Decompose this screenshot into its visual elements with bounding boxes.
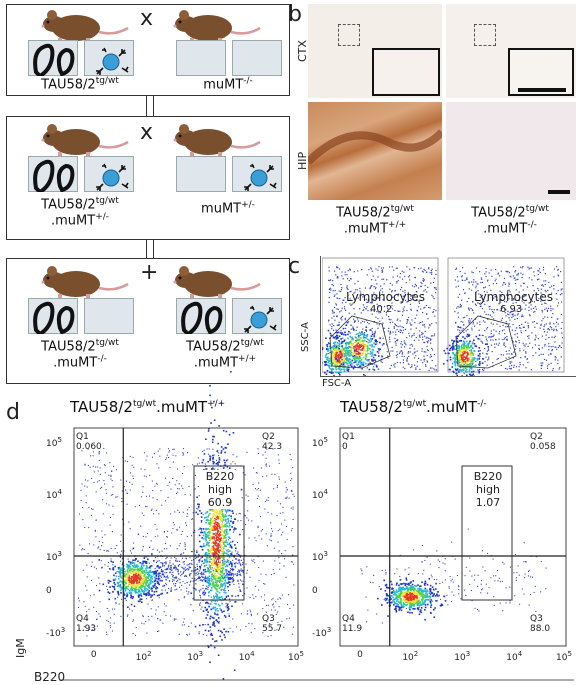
cross-operator: x xyxy=(140,120,154,145)
column-label: TAU58/2tg/wt .muMT-/- xyxy=(471,204,549,237)
panel-c-label: c xyxy=(288,254,301,279)
gate-label: Lymphocytes xyxy=(346,290,425,304)
axis-tick-label: -103 xyxy=(46,626,66,639)
ylabel-igm: IgM xyxy=(14,638,27,658)
axis-tick-label: 105 xyxy=(288,650,304,663)
q3-label: Q3 88.0 xyxy=(530,614,551,634)
axis-tick-label: -103 xyxy=(312,626,332,639)
genotype-label: TAU58/2tg/wt .muMT+/- xyxy=(41,196,119,229)
gate-label: B220 high 1.07 xyxy=(473,470,503,509)
genotype-label: TAU58/2tg/wt .muMT-/- xyxy=(41,338,119,371)
panel-d-label: d xyxy=(6,400,20,425)
axis-tick-label: 104 xyxy=(506,650,523,663)
axis-tick-label: 104 xyxy=(46,488,62,501)
micrograph-hip-wt xyxy=(308,102,442,200)
axis-tick-label: 103 xyxy=(454,650,471,663)
axis-tick-label: 0 xyxy=(46,586,52,596)
scatter-plots-c xyxy=(322,257,565,376)
axis-tick-label: 0 xyxy=(90,650,97,660)
axis-tick-label: 104 xyxy=(238,650,255,663)
gate-label: Lymphocytes xyxy=(474,290,553,304)
xlabel-fsc: FSC-A xyxy=(322,378,352,389)
cross-operator: x xyxy=(140,6,154,31)
axis-tick-label: 103 xyxy=(46,550,62,563)
q1-label: Q1 0.060 xyxy=(76,432,102,452)
axis-tick-label: 104 xyxy=(312,488,328,501)
q1-label: Q1 0 xyxy=(342,432,355,452)
q3-label: Q3 55.7 xyxy=(262,614,283,634)
genotype-label: muMT+/- xyxy=(201,200,255,217)
genotype-label: muMT-/- xyxy=(203,76,253,93)
axis-tick-label: 102 xyxy=(402,650,419,663)
panel-b-label: b xyxy=(288,2,302,27)
gate-value: 6.93 xyxy=(500,304,523,315)
axis-tick-label: 103 xyxy=(187,650,204,663)
xlabel-b220: B220 xyxy=(34,670,66,684)
axis-tick-label: 102 xyxy=(135,650,152,663)
column-label: TAU58/2tg/wt .muMT+/+ xyxy=(336,204,414,237)
plot-title: TAU58/2tg/wt.muMT+/+ xyxy=(70,398,226,416)
axis-tick-label: 103 xyxy=(312,550,328,563)
axis-tick-label: 105 xyxy=(46,436,62,449)
plot-title: TAU58/2tg/wt.muMT-/- xyxy=(340,398,487,416)
q4-label: Q4 1.93 xyxy=(76,614,97,634)
axis-tick-label: 105 xyxy=(312,436,328,449)
axis-tick-label: 105 xyxy=(556,650,572,663)
plus-operator: + xyxy=(140,260,159,285)
genotype-label: TAU58/2tg/wt .muMT+/+ xyxy=(186,338,264,371)
q2-label: Q2 0.058 xyxy=(530,432,556,452)
q4-label: Q4 11.9 xyxy=(342,614,363,634)
axis-tick-label: 0 xyxy=(357,650,363,660)
q2-label: Q2 42.3 xyxy=(262,432,283,452)
gate-label: B220 high 60.9 xyxy=(200,470,240,509)
gate-value: 40.2 xyxy=(370,304,393,315)
axis-tick-label: 0 xyxy=(312,586,318,596)
genotype-label: TAU58/2tg/wt xyxy=(41,76,119,93)
micrograph-hip-ko xyxy=(446,102,576,200)
